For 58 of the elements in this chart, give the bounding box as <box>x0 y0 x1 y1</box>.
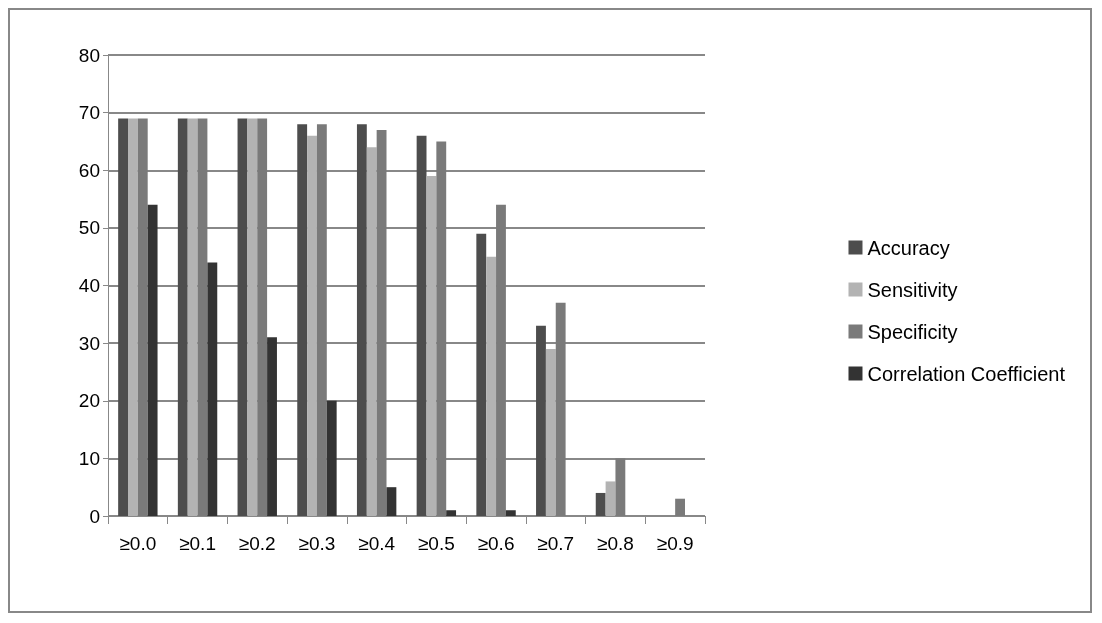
x-tick-label: ≥0.4 <box>358 533 396 554</box>
x-tick-label: ≥0.1 <box>179 533 216 554</box>
legend-label: Correlation Coefficient <box>867 362 1066 385</box>
y-tick-label: 40 <box>78 275 100 296</box>
bar <box>307 135 317 516</box>
y-tick-label: 60 <box>78 159 100 181</box>
y-tick-label: 70 <box>78 102 100 124</box>
bar <box>675 498 685 516</box>
y-tick-label: 30 <box>78 332 100 354</box>
x-tick-label: ≥0.6 <box>477 533 515 554</box>
bar <box>605 481 616 516</box>
bar <box>267 337 277 516</box>
y-tick-label: 80 <box>78 44 100 66</box>
bar <box>536 325 546 516</box>
x-tick-label: ≥0.9 <box>656 533 694 554</box>
legend-label: Accuracy <box>867 236 950 259</box>
bar <box>118 118 128 516</box>
bar <box>555 302 566 516</box>
legend-label: Specificity <box>867 320 958 343</box>
bar <box>446 510 457 516</box>
x-tick-label: ≥0.0 <box>119 533 157 554</box>
bar <box>297 124 308 516</box>
legend-label: Sensitivity <box>867 278 958 301</box>
x-tick-label: ≥0.3 <box>298 533 336 554</box>
bar <box>376 129 387 516</box>
bar <box>426 176 437 516</box>
bar <box>237 118 248 516</box>
y-tick-label: 50 <box>78 217 100 239</box>
x-tick-label: ≥0.2 <box>238 533 276 554</box>
bar <box>326 400 337 516</box>
x-tick-label: ≥0.5 <box>417 533 455 554</box>
bar <box>356 124 367 516</box>
bar <box>207 262 218 516</box>
bar <box>197 118 208 516</box>
bar <box>595 492 606 516</box>
bar <box>486 256 497 516</box>
bar <box>496 204 506 516</box>
bar <box>147 204 158 516</box>
x-tick-label: ≥0.7 <box>537 533 575 554</box>
bar <box>316 124 327 516</box>
bar <box>247 118 258 516</box>
bar <box>257 118 268 516</box>
bar <box>366 147 377 516</box>
y-tick-label: 0 <box>89 505 100 527</box>
bar <box>386 487 397 516</box>
bar <box>615 458 626 516</box>
bar <box>476 233 487 516</box>
x-tick-label: ≥0.8 <box>597 533 634 554</box>
bar <box>128 118 138 516</box>
bar <box>416 135 427 516</box>
bar <box>436 141 447 516</box>
bar <box>505 510 516 516</box>
y-tick-label: 20 <box>78 390 100 412</box>
bar <box>177 118 188 516</box>
bar <box>545 348 556 516</box>
bar <box>187 118 198 516</box>
y-tick-label: 10 <box>78 447 100 469</box>
bar <box>137 118 148 516</box>
